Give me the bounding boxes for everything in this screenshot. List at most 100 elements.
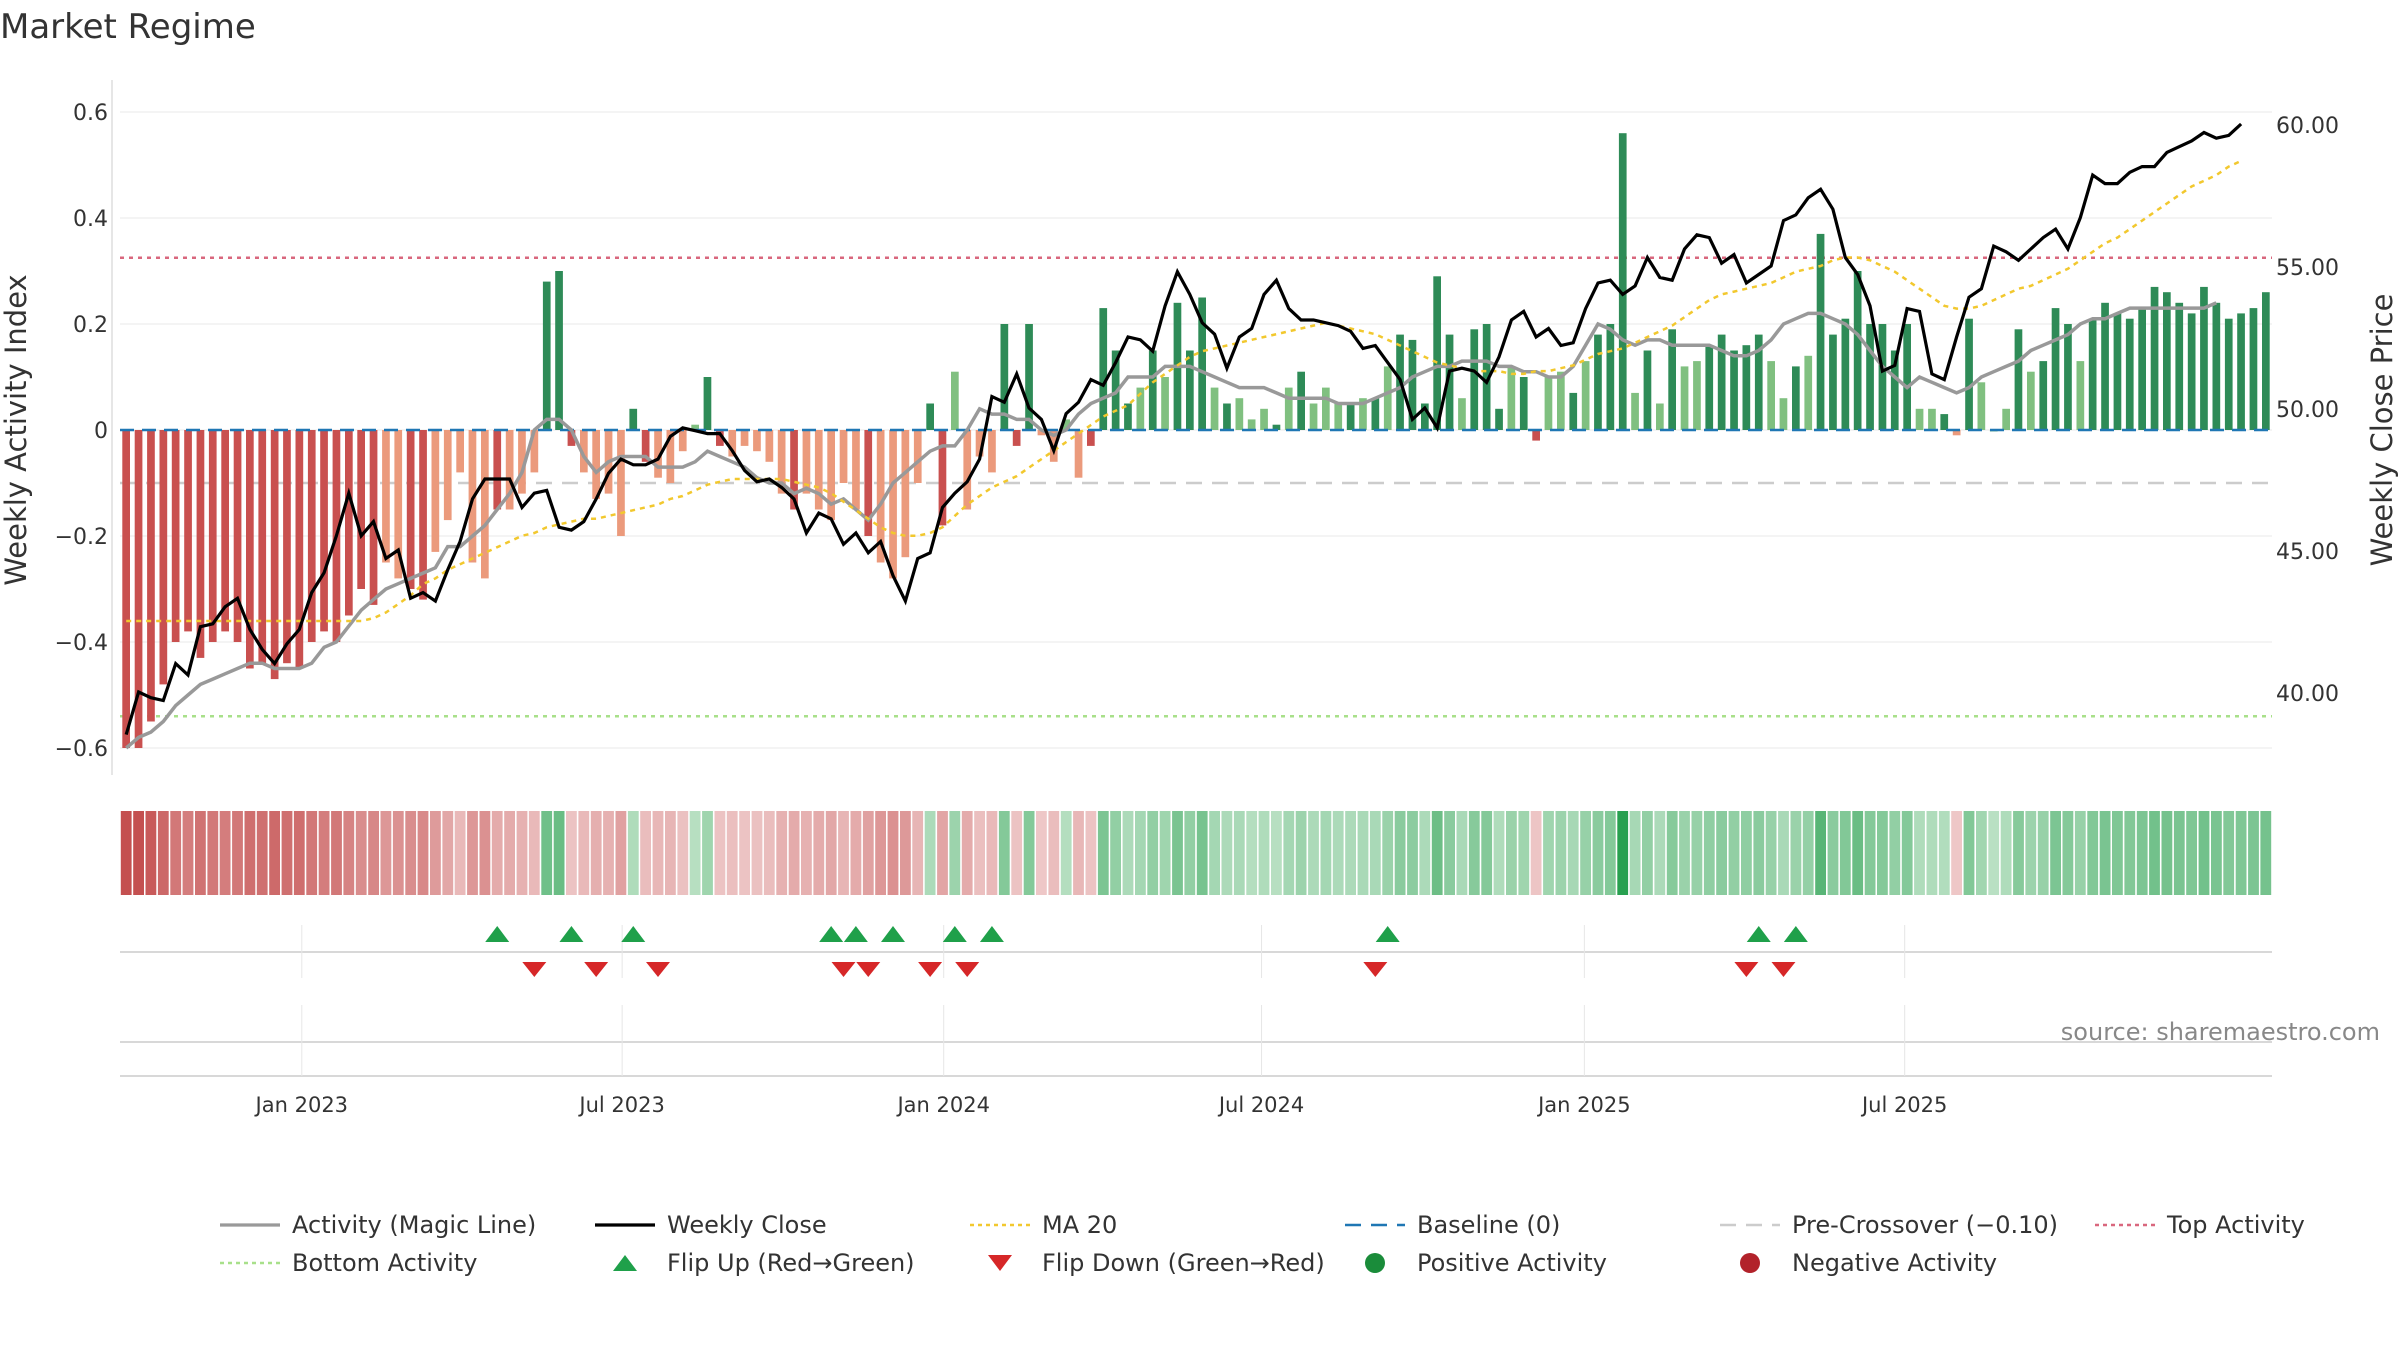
legend-swatch [613,1255,637,1271]
activity-bar [2163,292,2171,430]
activity-bar [493,430,502,510]
activity-bar [1767,361,1775,430]
activity-bar [295,430,304,669]
regime-strip-cell [504,811,515,895]
activity-bar [1000,324,1009,430]
regime-strip-cell [1864,811,1876,895]
regime-strip-cell [1048,811,1060,895]
activity-bar [1532,430,1540,441]
activity-bar [1804,355,1813,430]
activity-bar [1383,366,1392,430]
regime-strip-cell [714,811,726,895]
regime-strip-cell [2062,811,2074,895]
activity-bar [740,430,749,446]
x-tick-label: Jul 2023 [577,1093,664,1117]
y-left-tick-label: −0.2 [55,525,108,550]
regime-strip-cell [2087,811,2099,895]
x-tick-label: Jan 2024 [895,1093,990,1117]
activity-bar [2212,302,2221,430]
activity-bar [246,430,254,669]
regime-strip-cell [677,811,689,895]
regime-strip-cell [195,811,206,895]
regime-strip-cell [1407,811,1418,895]
activity-bar [481,430,489,579]
regime-strip-cell [2074,811,2086,895]
y-left-tick-label: 0.2 [73,313,108,338]
regime-strip-cell [1246,811,1258,895]
activity-bar [233,430,242,642]
flip-up-marker [485,926,510,942]
legend-label: Activity (Magic Line) [292,1211,536,1239]
activity-bar [431,430,440,552]
regime-strip-cell [1741,811,1752,895]
activity-bar [988,430,996,473]
activity-bar [184,430,192,632]
activity-bar [1693,361,1701,430]
x-tick-label: Jul 2024 [1217,1093,1304,1117]
activity-bar [1161,377,1169,430]
activity-bar [382,430,390,563]
activity-bar [938,430,947,526]
regime-strip-cell [912,811,924,895]
regime-strip-cell [578,811,590,895]
activity-bar [270,430,279,680]
regime-strip-cell [1642,811,1653,895]
activity-bar [975,430,984,457]
regime-strip-cell [269,811,280,895]
flip-up-marker [979,926,1004,942]
regime-strip-cell [1555,811,1567,895]
regime-strip-cell [1233,811,1245,895]
regime-strip-cell [1839,811,1851,895]
regime-strip-cell [442,811,454,895]
activity-bar [2014,329,2023,430]
regime-strip-cell [788,811,800,895]
activity-bar [666,430,675,483]
activity-bar [753,430,761,452]
activity-bar [208,430,217,642]
regime-strip-cell [1369,811,1381,895]
activity-bar [1816,233,1825,430]
flip-down-marker [1734,962,1759,977]
regime-strip-cell [1258,811,1270,895]
activity-bar [1210,387,1219,430]
regime-strip-cell [1963,811,1975,895]
regime-strip-cell [392,811,404,895]
activity-bar [567,430,576,446]
activity-bar [864,430,873,536]
regime-strip-cell [1023,811,1035,895]
activity-bar [1235,398,1244,430]
activity-bar [1198,297,1206,430]
legend-label: Flip Up (Red→Green) [667,1249,915,1277]
regime-strip-cell [1988,811,2000,895]
x-axis: Jan 2023 Jul 2023 Jan 2024 Jul 2024 Jan 2025… [254,1093,1948,1117]
regime-strip-cell [1716,811,1727,895]
regime-strip-cell [1827,811,1839,895]
regime-strip-cell [1308,811,1319,895]
regime-strip-cell [368,811,379,895]
regime-strip-cell [2050,811,2061,895]
activity-bar [926,403,934,430]
activity-bar [171,430,180,642]
regime-strip-cell [2235,811,2247,895]
activity-bar [1074,430,1083,478]
regime-strip-cell [182,811,194,895]
regime-strip-cell [1815,811,1826,895]
regime-strip-cell [726,811,738,895]
regime-strip-cell [1456,811,1468,895]
activity-bar [1656,403,1664,430]
activity-bar [1507,366,1516,430]
regime-strip-cell [1617,811,1629,895]
regime-strip-cell [862,811,874,895]
activity-bar [221,430,229,632]
legend-swatch [988,1255,1012,1271]
regime-strip-cell [1394,811,1406,895]
regime-strip-cell [2112,811,2123,895]
activity-bar [716,430,724,446]
activity-bar [1445,334,1454,430]
activity-bar [419,430,427,600]
activity-bar [1928,408,1936,430]
regime-strip-cell [603,811,614,895]
activity-bar [2200,286,2208,430]
regime-strip [120,811,2272,895]
activity-bar [852,430,860,510]
